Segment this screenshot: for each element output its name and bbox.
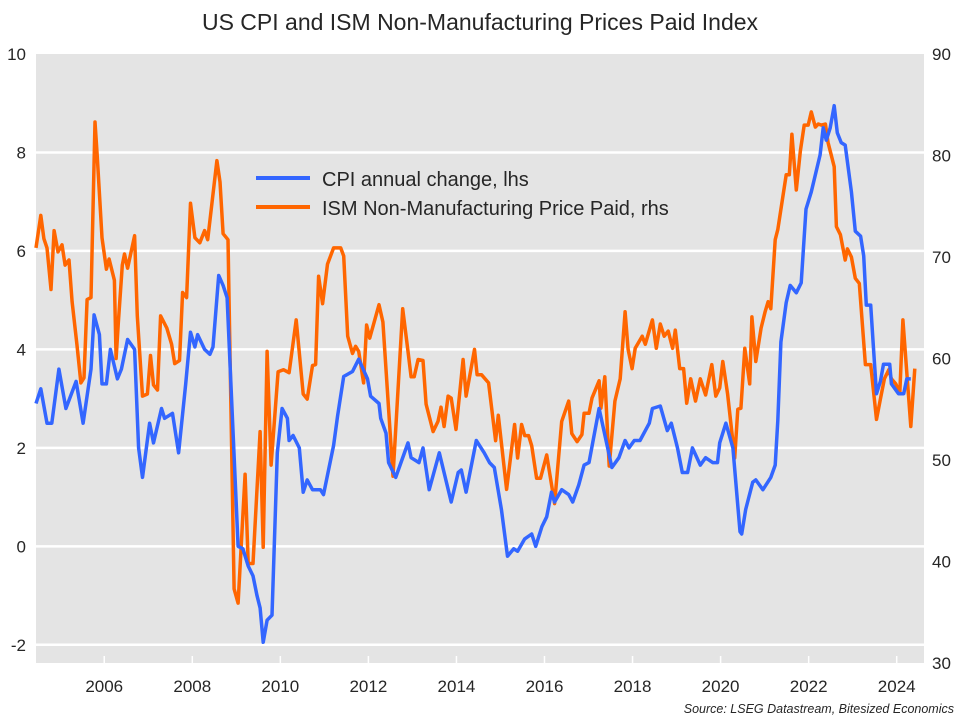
y-right-tick-label: 70 [932, 248, 951, 267]
x-tick-label: 2008 [173, 677, 211, 696]
y-left-tick-label: 8 [17, 143, 26, 162]
chart-title: US CPI and ISM Non-Manufacturing Prices … [202, 9, 759, 35]
x-tick-label: 2024 [878, 677, 916, 696]
legend-label-ism: ISM Non-Manufacturing Price Paid, rhs [322, 198, 669, 220]
y-left-tick-label: 0 [17, 537, 26, 556]
y-left-tick-label: 2 [17, 439, 26, 458]
y-left-tick-label: 6 [17, 242, 26, 261]
x-tick-label: 2020 [702, 677, 740, 696]
plot-background [36, 54, 924, 663]
series-lines [34, 103, 917, 645]
x-axis: 2006 2008 2010 2012 2014 2016 2018 2020 2022 2024 [85, 656, 916, 696]
y-left-tick-label: 4 [17, 340, 26, 359]
y-right-tick-label: 50 [932, 451, 951, 470]
x-tick-label: 2016 [526, 677, 564, 696]
source-note: Source: LSEG Datastream, Bitesized Econo… [684, 702, 954, 716]
y-right-tick-label: 40 [932, 553, 951, 572]
x-tick-label: 2010 [261, 677, 299, 696]
ism-series-line [34, 110, 917, 605]
x-tick-label: 2018 [614, 677, 652, 696]
legend: CPI annual change, lhs ISM Non-Manufactu… [256, 169, 669, 220]
y-right-tick-label: 90 [932, 45, 951, 64]
y-axis-right: 30 40 50 60 70 80 90 [932, 45, 951, 673]
y-right-tick-label: 80 [932, 147, 951, 166]
y-left-tick-label: 10 [7, 45, 26, 64]
cpi-series-line [34, 103, 911, 645]
x-tick-label: 2022 [790, 677, 828, 696]
x-tick-label: 2012 [349, 677, 387, 696]
x-tick-label: 2006 [85, 677, 123, 696]
x-tick-label: 2014 [438, 677, 476, 696]
legend-label-cpi: CPI annual change, lhs [322, 169, 529, 191]
y-right-tick-label: 30 [932, 654, 951, 673]
y-left-tick-label: -2 [11, 636, 26, 655]
y-axis-left: -2 0 2 4 6 8 10 [7, 45, 26, 655]
y-right-tick-label: 60 [932, 350, 951, 369]
